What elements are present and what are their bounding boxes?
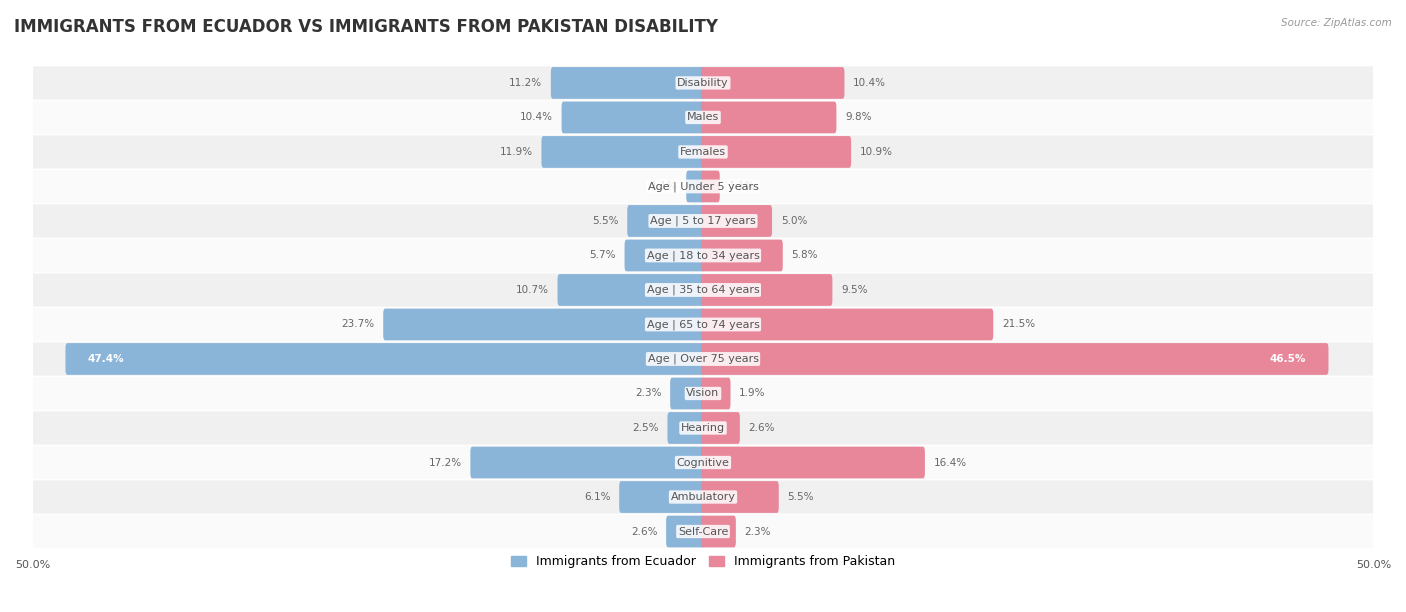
FancyBboxPatch shape — [32, 515, 1374, 548]
Text: 11.2%: 11.2% — [509, 78, 543, 88]
FancyBboxPatch shape — [702, 516, 735, 547]
FancyBboxPatch shape — [702, 343, 1329, 375]
Text: 10.4%: 10.4% — [853, 78, 886, 88]
FancyBboxPatch shape — [32, 135, 1374, 168]
FancyBboxPatch shape — [32, 239, 1374, 272]
FancyBboxPatch shape — [702, 274, 832, 306]
FancyBboxPatch shape — [702, 136, 851, 168]
Text: 5.5%: 5.5% — [787, 492, 814, 502]
Text: 47.4%: 47.4% — [87, 354, 124, 364]
FancyBboxPatch shape — [702, 308, 993, 340]
FancyBboxPatch shape — [32, 170, 1374, 203]
Text: 6.1%: 6.1% — [583, 492, 610, 502]
Text: 46.5%: 46.5% — [1270, 354, 1306, 364]
Text: 23.7%: 23.7% — [342, 319, 374, 329]
Text: Age | 5 to 17 years: Age | 5 to 17 years — [650, 215, 756, 226]
FancyBboxPatch shape — [32, 66, 1374, 100]
Text: Cognitive: Cognitive — [676, 458, 730, 468]
Text: 5.8%: 5.8% — [792, 250, 818, 261]
FancyBboxPatch shape — [702, 102, 837, 133]
FancyBboxPatch shape — [702, 378, 731, 409]
FancyBboxPatch shape — [32, 377, 1374, 410]
FancyBboxPatch shape — [702, 412, 740, 444]
Text: 2.5%: 2.5% — [633, 423, 659, 433]
Text: 5.5%: 5.5% — [592, 216, 619, 226]
Text: 2.3%: 2.3% — [745, 526, 770, 537]
Text: Males: Males — [688, 113, 718, 122]
Text: 1.1%: 1.1% — [728, 181, 755, 192]
Legend: Immigrants from Ecuador, Immigrants from Pakistan: Immigrants from Ecuador, Immigrants from… — [506, 550, 900, 573]
FancyBboxPatch shape — [702, 171, 720, 203]
FancyBboxPatch shape — [619, 481, 704, 513]
FancyBboxPatch shape — [471, 447, 704, 479]
FancyBboxPatch shape — [32, 411, 1374, 444]
Text: 9.5%: 9.5% — [841, 285, 868, 295]
Text: Age | 35 to 64 years: Age | 35 to 64 years — [647, 285, 759, 295]
Text: Age | 65 to 74 years: Age | 65 to 74 years — [647, 319, 759, 330]
Text: Disability: Disability — [678, 78, 728, 88]
Text: 2.6%: 2.6% — [631, 526, 658, 537]
FancyBboxPatch shape — [551, 67, 704, 99]
FancyBboxPatch shape — [66, 343, 704, 375]
FancyBboxPatch shape — [32, 274, 1374, 307]
Text: 1.1%: 1.1% — [651, 181, 678, 192]
FancyBboxPatch shape — [702, 481, 779, 513]
FancyBboxPatch shape — [702, 67, 845, 99]
Text: 2.3%: 2.3% — [636, 389, 661, 398]
FancyBboxPatch shape — [32, 204, 1374, 237]
Text: Ambulatory: Ambulatory — [671, 492, 735, 502]
Text: Age | Over 75 years: Age | Over 75 years — [648, 354, 758, 364]
FancyBboxPatch shape — [561, 102, 704, 133]
FancyBboxPatch shape — [702, 447, 925, 479]
Text: Vision: Vision — [686, 389, 720, 398]
Text: 21.5%: 21.5% — [1002, 319, 1035, 329]
FancyBboxPatch shape — [32, 308, 1374, 341]
Text: 9.8%: 9.8% — [845, 113, 872, 122]
FancyBboxPatch shape — [671, 378, 704, 409]
FancyBboxPatch shape — [32, 480, 1374, 513]
Text: Age | Under 5 years: Age | Under 5 years — [648, 181, 758, 192]
FancyBboxPatch shape — [541, 136, 704, 168]
Text: 10.4%: 10.4% — [520, 113, 553, 122]
Text: 5.0%: 5.0% — [780, 216, 807, 226]
Text: IMMIGRANTS FROM ECUADOR VS IMMIGRANTS FROM PAKISTAN DISABILITY: IMMIGRANTS FROM ECUADOR VS IMMIGRANTS FR… — [14, 18, 718, 36]
FancyBboxPatch shape — [558, 274, 704, 306]
FancyBboxPatch shape — [666, 516, 704, 547]
Text: Self-Care: Self-Care — [678, 526, 728, 537]
FancyBboxPatch shape — [32, 343, 1374, 376]
FancyBboxPatch shape — [384, 308, 704, 340]
Text: 16.4%: 16.4% — [934, 458, 967, 468]
Text: 1.9%: 1.9% — [740, 389, 766, 398]
Text: 2.6%: 2.6% — [748, 423, 775, 433]
Text: 5.7%: 5.7% — [589, 250, 616, 261]
FancyBboxPatch shape — [32, 101, 1374, 134]
Text: Females: Females — [681, 147, 725, 157]
FancyBboxPatch shape — [624, 239, 704, 271]
Text: Source: ZipAtlas.com: Source: ZipAtlas.com — [1281, 18, 1392, 28]
Text: Age | 18 to 34 years: Age | 18 to 34 years — [647, 250, 759, 261]
Text: 10.7%: 10.7% — [516, 285, 548, 295]
FancyBboxPatch shape — [668, 412, 704, 444]
FancyBboxPatch shape — [686, 171, 704, 203]
FancyBboxPatch shape — [32, 446, 1374, 479]
Text: 11.9%: 11.9% — [499, 147, 533, 157]
FancyBboxPatch shape — [702, 239, 783, 271]
Text: 10.9%: 10.9% — [860, 147, 893, 157]
FancyBboxPatch shape — [627, 205, 704, 237]
FancyBboxPatch shape — [702, 205, 772, 237]
Text: 17.2%: 17.2% — [429, 458, 461, 468]
Text: Hearing: Hearing — [681, 423, 725, 433]
